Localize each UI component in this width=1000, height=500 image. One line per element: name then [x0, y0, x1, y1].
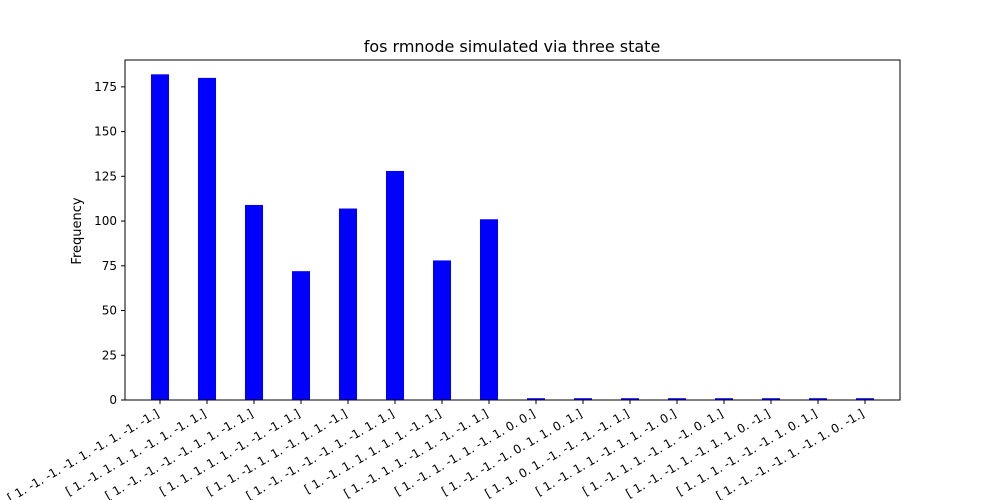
- plot-frame: [124, 59, 901, 401]
- bar: [386, 170, 404, 400]
- bar: [480, 219, 498, 400]
- bar: [621, 398, 639, 400]
- bars-layer: [151, 74, 874, 400]
- x-axis-ticks: [ 1. -1. -1. -1. 1. -1. 1. -1. -1.][ 1. …: [5, 400, 867, 500]
- bar: [527, 398, 545, 400]
- bar: [433, 260, 451, 400]
- bar: [339, 208, 357, 400]
- y-tick-label: 75: [102, 259, 117, 273]
- bar: [762, 398, 780, 400]
- bar: [715, 398, 733, 400]
- bar: [245, 204, 263, 400]
- y-tick-label: 0: [109, 393, 117, 407]
- y-tick-label: 50: [102, 304, 117, 318]
- chart-title: fos rmnode simulated via three state: [364, 37, 661, 56]
- y-axis-label: Frequency: [70, 197, 85, 264]
- bar: [574, 398, 592, 400]
- bar: [809, 398, 827, 400]
- y-tick-label: 100: [94, 214, 117, 228]
- y-tick-label: 125: [94, 169, 117, 183]
- y-tick-label: 150: [94, 125, 117, 139]
- bar: [151, 74, 169, 400]
- y-axis-ticks: 0 25 50 75 100 125 150 175: [94, 80, 125, 407]
- bar: [292, 271, 310, 400]
- y-tick-label: 25: [102, 348, 117, 362]
- bar: [198, 77, 216, 400]
- bar: [856, 398, 874, 400]
- bar: [668, 398, 686, 400]
- y-tick-label: 175: [94, 80, 117, 94]
